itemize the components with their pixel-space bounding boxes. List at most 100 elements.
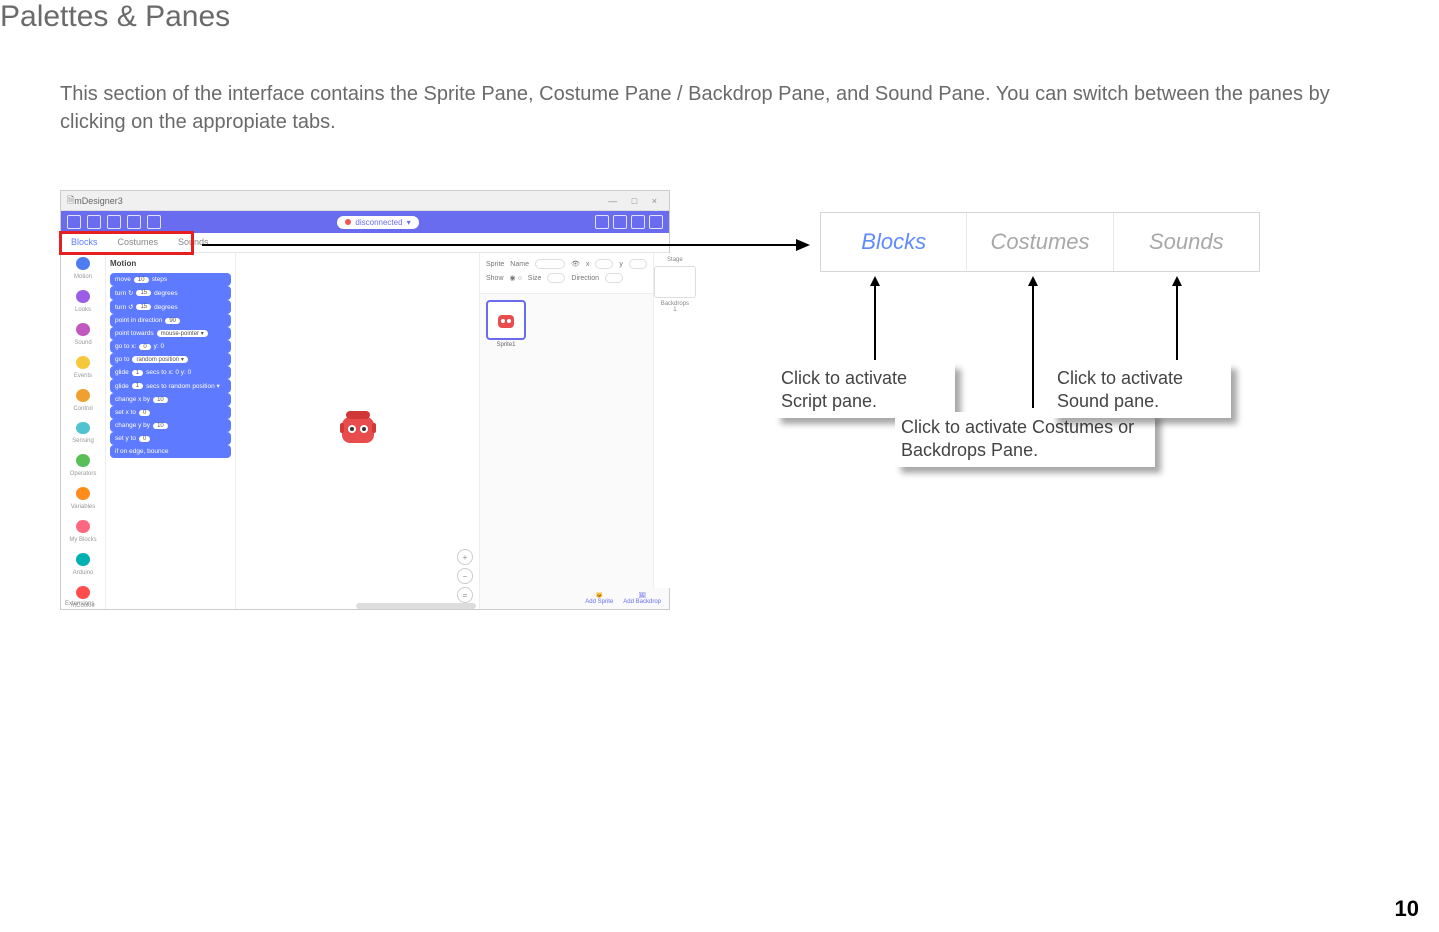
sprite-thumb-label: Sprite1 xyxy=(486,342,526,348)
window-controls[interactable]: — □ × xyxy=(608,196,663,206)
canvas-scrollbar[interactable] xyxy=(356,603,476,609)
motion-block[interactable]: set y to0 xyxy=(110,432,231,445)
app-toolbar: disconnected ▾ xyxy=(61,211,669,233)
category-dot[interactable] xyxy=(76,323,90,336)
x-label: x xyxy=(586,261,590,268)
stop-icon[interactable] xyxy=(613,215,627,229)
settings-icon[interactable] xyxy=(649,215,663,229)
motion-block[interactable]: if on edge, bounce xyxy=(110,445,231,458)
fullscreen-icon[interactable] xyxy=(631,215,645,229)
motion-block[interactable]: change x by10 xyxy=(110,393,231,406)
category-label: Sound xyxy=(74,340,91,346)
redo-icon[interactable] xyxy=(147,215,161,229)
category-label: Operators xyxy=(70,471,97,477)
script-canvas[interactable]: + − = xyxy=(236,253,479,609)
tabs-zoom-panel: Blocks Costumes Sounds xyxy=(820,212,1260,272)
motion-block[interactable]: move10steps xyxy=(110,273,231,286)
green-flag-icon[interactable] xyxy=(595,215,609,229)
zoom-out-button[interactable]: − xyxy=(457,568,473,584)
add-sprite-button[interactable]: 🐱 Add Sprite xyxy=(585,592,613,605)
category-dot[interactable] xyxy=(76,520,90,533)
category-dot[interactable] xyxy=(76,586,90,599)
visible-toggle-icon[interactable]: ◉ ○ xyxy=(510,274,522,282)
direction-label: Direction xyxy=(571,275,599,282)
edit-icon[interactable] xyxy=(107,215,121,229)
sprite-y-input[interactable] xyxy=(629,259,647,269)
menu-icon[interactable] xyxy=(67,215,81,229)
stage-thumb[interactable] xyxy=(654,266,696,298)
motion-block[interactable]: go to x:0y: 0 xyxy=(110,340,231,353)
highlight-box xyxy=(59,231,194,255)
app-screenshot: 🗎 mDesigner3 — □ × disconnected ▾ Blocks… xyxy=(60,190,670,610)
callout-script: Click to activate Script pane. xyxy=(775,363,955,418)
sprite-direction-input[interactable] xyxy=(605,273,623,283)
show-icon[interactable]: 👁 xyxy=(571,260,580,268)
category-label: Control xyxy=(73,406,92,412)
motion-block[interactable]: set x to0 xyxy=(110,406,231,419)
category-dot[interactable] xyxy=(76,356,90,369)
sprite-thumb[interactable]: Sprite1 xyxy=(486,300,526,582)
motion-block[interactable]: turn ↻15degrees xyxy=(110,286,231,300)
bottom-actions: 🐱 Add Sprite 🖼 Add Backdrop xyxy=(480,588,669,609)
sprite-name-input[interactable] xyxy=(535,259,565,269)
category-label: Arduino xyxy=(73,570,94,576)
undo-icon[interactable] xyxy=(127,215,141,229)
zoom-tab-blocks[interactable]: Blocks xyxy=(821,213,967,271)
category-label: Variables xyxy=(71,504,96,510)
category-label: My Blocks xyxy=(69,537,96,543)
page-title: Palettes & Panes xyxy=(0,0,230,34)
category-dot[interactable] xyxy=(76,389,90,402)
zoom-reset-button[interactable]: = xyxy=(457,587,473,603)
file-icon[interactable] xyxy=(87,215,101,229)
category-label: Events xyxy=(74,373,92,379)
callout-arrow-costumes xyxy=(1032,278,1034,408)
motion-block[interactable]: point towardsmouse-pointer ▾ xyxy=(110,327,231,340)
sprite-size-input[interactable] xyxy=(547,273,565,283)
blocks-category-header: Motion xyxy=(110,259,231,268)
sprite-x-input[interactable] xyxy=(595,259,613,269)
status-dot-icon xyxy=(345,219,351,225)
stage-label: Stage xyxy=(667,257,683,263)
chevron-down-icon: ▾ xyxy=(407,218,411,227)
y-label: y xyxy=(619,261,623,268)
stage-column: Stage Backdrops 1 xyxy=(653,253,696,588)
connection-label: disconnected xyxy=(355,218,402,227)
category-label: Sensing xyxy=(72,438,94,444)
pointer-arrow xyxy=(202,244,808,246)
document-icon: 🗎 xyxy=(67,193,74,209)
motion-block[interactable]: turn ↺15degrees xyxy=(110,300,231,314)
page-number: 10 xyxy=(1395,896,1419,922)
callout-sounds: Click to activate Sound pane. xyxy=(1051,363,1231,418)
body-text: This section of the interface contains t… xyxy=(60,80,1350,136)
zoom-tab-costumes[interactable]: Costumes xyxy=(967,213,1113,271)
category-dot[interactable] xyxy=(76,553,90,566)
motion-block[interactable]: glide1secs to random position ▾ xyxy=(110,379,231,393)
sprite-label: Sprite xyxy=(486,261,504,268)
motion-block[interactable]: go torandom position ▾ xyxy=(110,353,231,366)
window-title: mDesigner3 xyxy=(74,196,123,206)
callout-arrow-sounds xyxy=(1176,278,1178,360)
motion-block[interactable]: change y by10 xyxy=(110,419,231,432)
extensions-button[interactable]: Extensions xyxy=(65,601,94,607)
sprite-preview-icon xyxy=(334,403,382,451)
callout-costumes: Click to activate Costumes or Backdrops … xyxy=(895,412,1155,467)
motion-block[interactable]: glide1secs to x: 0 y: 0 xyxy=(110,366,231,379)
category-dot[interactable] xyxy=(76,487,90,500)
motion-block[interactable]: point in direction90 xyxy=(110,314,231,327)
category-dot[interactable] xyxy=(76,422,90,435)
zoom-in-button[interactable]: + xyxy=(457,549,473,565)
category-dot[interactable] xyxy=(76,290,90,303)
connection-pill[interactable]: disconnected ▾ xyxy=(337,216,418,229)
category-dot[interactable] xyxy=(76,257,90,270)
callout-arrow-blocks xyxy=(874,278,876,360)
category-dot[interactable] xyxy=(76,454,90,467)
category-label: Looks xyxy=(75,307,91,313)
sprite-list: Sprite1 xyxy=(480,294,653,588)
app-body: Motion Looks Sound Events Control Sensing Oper… xyxy=(61,253,669,609)
size-label: Size xyxy=(528,275,542,282)
sprite-thumb-icon xyxy=(494,308,518,332)
add-backdrop-button[interactable]: 🖼 Add Backdrop xyxy=(623,592,661,605)
category-column: MotionLooksSoundEventsControlSensingOper… xyxy=(61,253,106,609)
zoom-tab-sounds[interactable]: Sounds xyxy=(1114,213,1259,271)
backdrops-count: 1 xyxy=(673,307,676,313)
